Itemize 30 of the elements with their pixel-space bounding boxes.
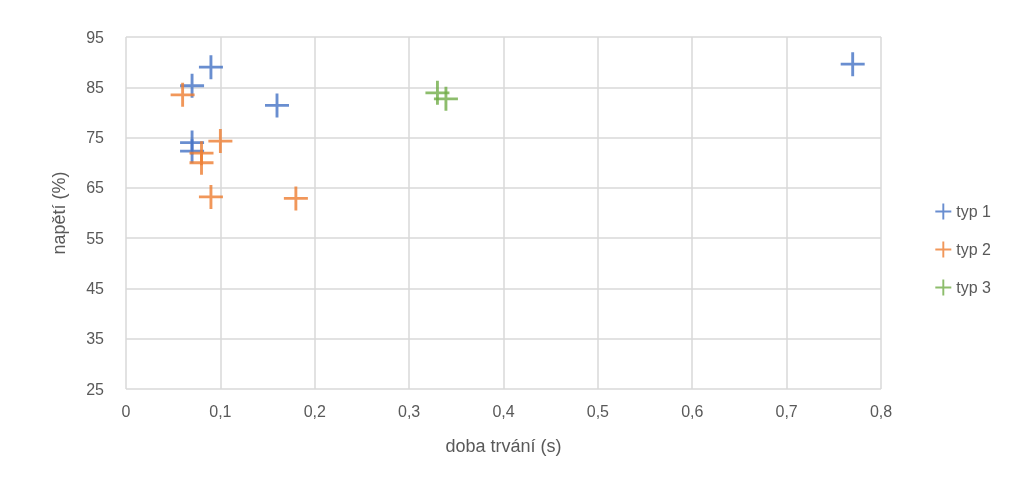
y-tick-label: 25 <box>86 380 105 398</box>
x-axis-title: doba trvání (s) <box>445 436 562 456</box>
point <box>198 55 223 80</box>
y-tick-label: 85 <box>86 78 105 96</box>
y-tick-label: 65 <box>86 179 105 197</box>
point <box>198 184 223 209</box>
point <box>208 129 233 154</box>
point <box>189 150 214 175</box>
point <box>283 186 308 211</box>
x-tick-label: 0,4 <box>492 402 515 420</box>
y-tick-label: 55 <box>86 229 105 247</box>
legend-label: typ 1 <box>956 203 992 220</box>
x-tick-label: 0,7 <box>775 402 798 420</box>
x-tick-label: 0,6 <box>681 402 704 420</box>
x-tick-label: 0,1 <box>209 402 232 420</box>
x-tick-label: 0 <box>121 402 131 420</box>
point <box>840 52 865 77</box>
x-tick-label: 0,5 <box>586 402 610 420</box>
y-tick-label: 35 <box>86 330 105 348</box>
point <box>170 82 195 107</box>
legend-label: typ 3 <box>956 279 992 296</box>
y-tick-label: 75 <box>86 129 105 147</box>
y-axis-title: napětí (%) <box>49 171 69 255</box>
x-tick-label: 0,3 <box>398 402 421 420</box>
point <box>433 86 458 111</box>
y-tick-label: 95 <box>86 28 105 46</box>
x-tick-label: 0,8 <box>869 402 893 420</box>
legend-label: typ 2 <box>956 241 992 258</box>
x-tick-label: 0,2 <box>303 402 326 420</box>
y-tick-label: 45 <box>86 279 105 297</box>
